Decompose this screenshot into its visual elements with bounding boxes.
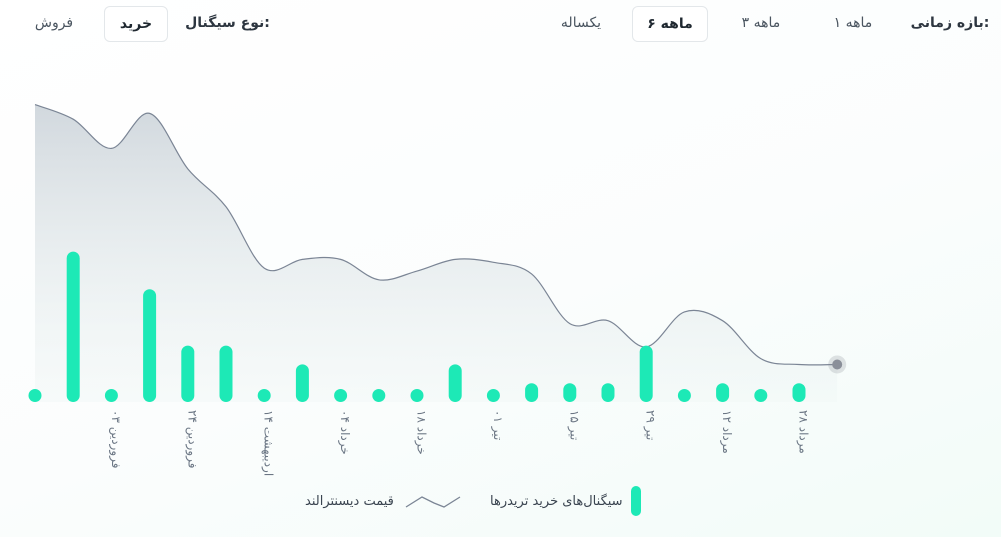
signal-bar[interactable] — [66, 251, 80, 402]
signal-bar[interactable] — [792, 383, 806, 402]
signal-bar[interactable] — [372, 389, 386, 402]
signal-bar[interactable] — [677, 389, 691, 402]
signal-bar[interactable] — [563, 383, 577, 402]
period-label: بازه زمانی: — [910, 15, 990, 31]
x-tick-label: ۱۴ اردیبهشت — [261, 410, 276, 476]
price-area-fill — [35, 104, 838, 402]
signal-bar[interactable] — [716, 383, 730, 402]
signal-type-label: نوع سیگنال: — [185, 15, 270, 31]
signal-option-sell[interactable]: فروش — [34, 15, 74, 31]
signal-option-buy[interactable]: خرید — [104, 6, 168, 42]
signal-bar[interactable] — [181, 345, 195, 402]
x-tick-label: ۰۱ تیر — [490, 410, 505, 440]
price-line — [34, 104, 838, 366]
signal-bar[interactable] — [601, 383, 615, 402]
signal-bar[interactable] — [104, 389, 118, 402]
legend-line: قیمت دیسنترالند — [305, 484, 462, 518]
legend-bars: سیگنال‌های خرید تریدرها — [490, 484, 641, 518]
signal-bar[interactable] — [525, 383, 539, 402]
signal-bar[interactable] — [28, 389, 42, 402]
x-tick-label: ۲۹ تیر — [643, 410, 658, 440]
period-option-1m[interactable]: ۱ ماهه — [833, 15, 873, 31]
price-end-marker[interactable] — [832, 359, 843, 370]
signal-bar[interactable] — [639, 345, 653, 402]
signal-bar[interactable] — [754, 389, 768, 402]
x-tick-label: ۰۳ فروردین — [108, 410, 123, 468]
x-tick-label: ۰۴ خرداد — [337, 410, 352, 455]
legend-bars-label: سیگنال‌های خرید تریدرها — [490, 493, 623, 509]
legend-line-label: قیمت دیسنترالند — [305, 493, 394, 509]
signal-bar[interactable] — [448, 364, 462, 402]
x-tick-label: ۲۸ مرداد — [796, 410, 811, 454]
period-option-1y[interactable]: یکساله — [560, 15, 602, 31]
period-option-3m[interactable]: ۳ ماهه — [741, 15, 781, 31]
x-tick-label: ۱۵ تیر — [566, 410, 581, 440]
signal-bar[interactable] — [334, 389, 348, 402]
signal-bar[interactable] — [219, 345, 233, 402]
x-tick-label: ۲۴ فروردین — [184, 410, 199, 468]
legend-line-swatch — [405, 496, 461, 508]
signal-bar[interactable] — [257, 389, 271, 402]
x-tick-label: ۱۲ مرداد — [719, 410, 734, 454]
signal-bar[interactable] — [295, 364, 309, 402]
legend-bar-swatch — [630, 486, 641, 516]
signal-bar[interactable] — [410, 389, 424, 402]
period-option-6m[interactable]: ۶ ماهه — [632, 6, 708, 42]
signal-bar[interactable] — [143, 289, 157, 402]
x-tick-label: ۱۸ خرداد — [414, 410, 429, 455]
signal-bar[interactable] — [486, 389, 500, 402]
